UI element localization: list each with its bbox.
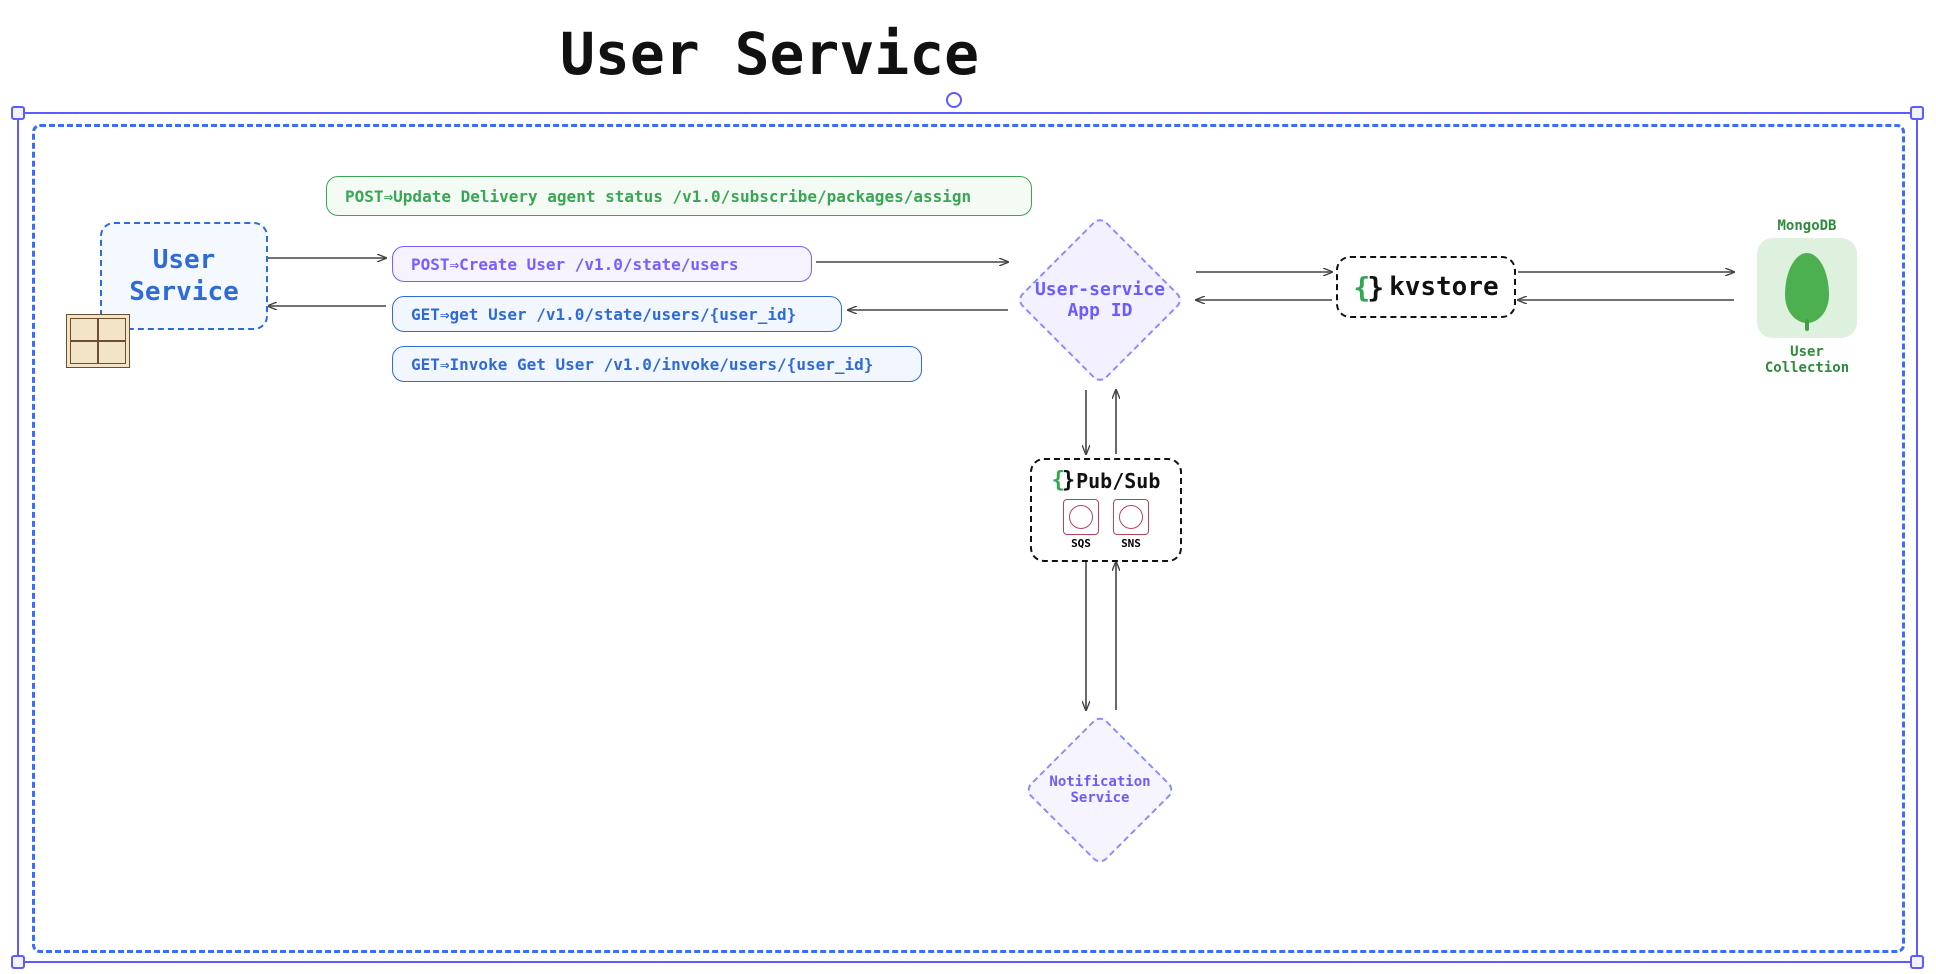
sqs-label: SQS xyxy=(1063,537,1099,550)
diagram-canvas: User Service POST⇒Update Delivery agent … xyxy=(0,0,1936,974)
group-boundary[interactable] xyxy=(32,124,1905,953)
node-label: UserService xyxy=(102,244,266,309)
node-pubsub[interactable]: {} Pub/Sub SQS SNS xyxy=(1030,458,1182,562)
endpoint-label: GET⇒Invoke Get User /v1.0/invoke/users/{… xyxy=(411,355,903,374)
endpoint-post-create-user[interactable]: POST⇒Create User /v1.0/state/users xyxy=(392,246,812,282)
node-mongodb[interactable]: MongoDB UserCollection xyxy=(1742,218,1872,376)
mongodb-title: MongoDB xyxy=(1742,218,1872,234)
endpoint-post-subscribe[interactable]: POST⇒Update Delivery agent status /v1.0/… xyxy=(326,176,1032,216)
endpoint-label: POST⇒Create User /v1.0/state/users xyxy=(411,255,793,274)
node-label: User-serviceApp ID xyxy=(1035,279,1165,321)
sqs-icon xyxy=(1063,499,1099,535)
node-label: Pub/Sub xyxy=(1076,469,1160,493)
endpoint-label: GET⇒get User /v1.0/state/users/{user_id} xyxy=(411,305,823,324)
node-kvstore[interactable]: {} kvstore xyxy=(1336,256,1516,318)
endpoint-get-invoke-user[interactable]: GET⇒Invoke Get User /v1.0/invoke/users/{… xyxy=(392,346,922,382)
mongodb-caption: UserCollection xyxy=(1742,344,1872,376)
endpoint-label: POST⇒Update Delivery agent status /v1.0/… xyxy=(345,187,1013,206)
node-label: NotificationService xyxy=(1049,774,1150,806)
scale-icon[interactable] xyxy=(66,314,130,368)
pubsub-sqs: SQS xyxy=(1063,499,1099,550)
resize-handle-sw[interactable] xyxy=(11,955,25,969)
node-label: kvstore xyxy=(1389,271,1499,304)
node-app-id[interactable]: User-serviceApp ID xyxy=(1015,215,1185,385)
mongodb-leaf-icon xyxy=(1785,253,1829,323)
endpoint-get-user[interactable]: GET⇒get User /v1.0/state/users/{user_id} xyxy=(392,296,842,332)
diagram-title: User Service xyxy=(560,20,979,88)
dapr-brace-icon: {} xyxy=(1353,270,1381,305)
sns-icon xyxy=(1113,499,1149,535)
title-edit-handle[interactable] xyxy=(946,92,962,108)
dapr-brace-icon: {} xyxy=(1052,468,1073,493)
sns-label: SNS xyxy=(1113,537,1149,550)
title-text: User Service xyxy=(560,20,979,88)
resize-handle-ne[interactable] xyxy=(1910,106,1924,120)
node-notification-service[interactable]: NotificationService xyxy=(1024,714,1177,867)
mongodb-icon xyxy=(1757,238,1857,338)
resize-handle-se[interactable] xyxy=(1910,955,1924,969)
resize-handle-nw[interactable] xyxy=(11,106,25,120)
pubsub-sns: SNS xyxy=(1113,499,1149,550)
